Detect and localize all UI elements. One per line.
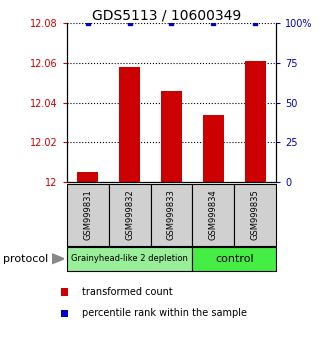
Bar [77,172,98,182]
Bar [151,184,192,246]
Bar [67,247,192,271]
Text: GSM999831: GSM999831 [83,190,92,240]
Text: percentile rank within the sample: percentile rank within the sample [82,308,246,318]
Bar [119,67,140,182]
Bar [203,115,224,182]
Polygon shape [52,254,64,264]
Bar [234,184,276,246]
Text: GSM999833: GSM999833 [167,190,176,240]
Text: Grainyhead-like 2 depletion: Grainyhead-like 2 depletion [71,254,188,263]
Bar [62,310,68,317]
Text: protocol: protocol [3,254,49,264]
Text: GSM999835: GSM999835 [251,190,260,240]
Bar [161,91,182,182]
Text: GSM999832: GSM999832 [125,190,134,240]
Text: transformed count: transformed count [82,287,172,297]
Text: GSM999834: GSM999834 [209,190,218,240]
Bar [192,184,234,246]
Text: control: control [215,254,254,264]
Bar [67,184,109,246]
Bar [62,289,68,296]
Bar [245,61,266,182]
Bar [192,247,276,271]
Text: GDS5113 / 10600349: GDS5113 / 10600349 [92,9,241,23]
Bar [109,184,151,246]
